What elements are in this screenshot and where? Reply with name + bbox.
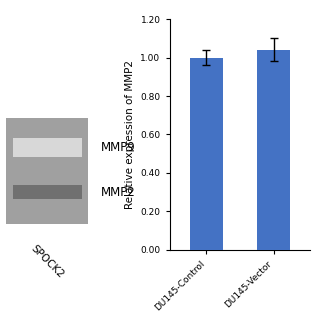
Text: MMP9: MMP9 bbox=[101, 141, 136, 155]
Bar bbox=[13, 186, 82, 199]
Bar bbox=[257, 50, 290, 250]
Bar bbox=[6, 118, 88, 224]
Bar bbox=[190, 58, 223, 250]
Text: SPOCK2: SPOCK2 bbox=[29, 243, 66, 280]
Text: MMP2: MMP2 bbox=[101, 186, 136, 199]
Bar bbox=[13, 139, 82, 157]
Y-axis label: Relative expression of MMP2: Relative expression of MMP2 bbox=[125, 60, 135, 209]
